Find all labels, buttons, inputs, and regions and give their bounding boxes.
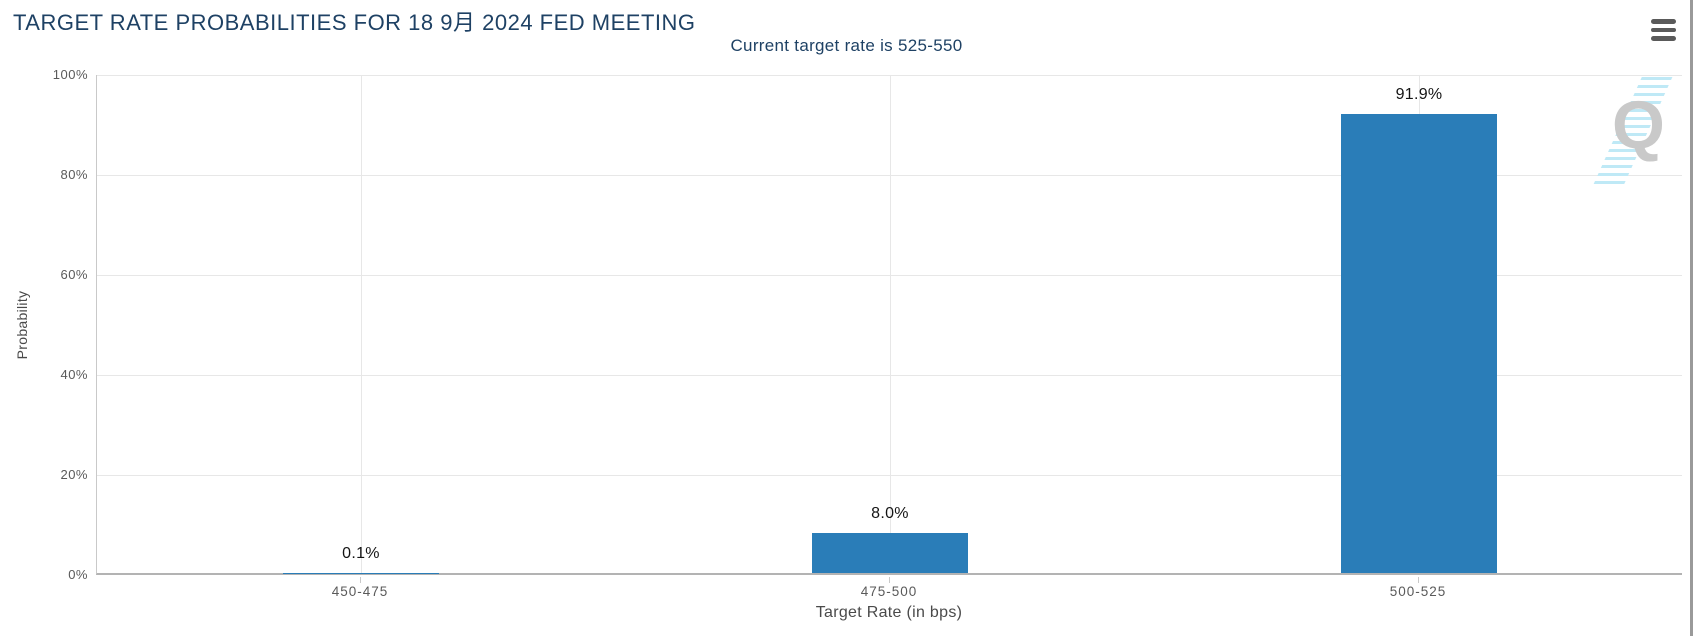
bar-475-500[interactable] [812, 533, 968, 573]
quikstrike-q-icon: Q [1612, 87, 1665, 163]
y-tick-label: 60% [60, 267, 88, 282]
bar-500-525[interactable] [1341, 113, 1497, 573]
y-tick-label: 0% [68, 567, 88, 582]
x-tick-mark [360, 577, 361, 583]
y-tick-label: 40% [60, 367, 88, 382]
x-tick-mark [889, 577, 890, 583]
y-gridline [97, 475, 1682, 476]
bar-value-label: 8.0% [871, 505, 909, 522]
bar-value-label: 0.1% [342, 544, 380, 562]
y-gridline [97, 275, 1682, 276]
x-tick-mark [1418, 577, 1419, 583]
y-gridline [97, 375, 1682, 376]
y-gridline [97, 75, 1682, 76]
bar-value-label: 91.9% [1395, 85, 1443, 103]
panel-right-border [1690, 0, 1693, 636]
x-tick-label: 475-500 [860, 584, 918, 599]
y-tick-label: 20% [60, 467, 88, 482]
plot-area: Q 0.1% 8.0% 91.9% [96, 75, 1682, 575]
chart-context-menu-button[interactable] [1646, 14, 1680, 46]
x-gridline [361, 75, 362, 573]
quikstrike-logo: Q [1586, 77, 1693, 262]
chart-subtitle: Current target rate is 525-550 [730, 36, 963, 55]
hamburger-menu-icon [1646, 19, 1680, 41]
y-tick-label: 100% [52, 67, 88, 82]
chart-title: TARGET RATE PROBABILITIES FOR 18 9月 2024… [13, 10, 696, 35]
y-axis-title: Probability [14, 290, 30, 360]
x-tick-label: 500-525 [1389, 584, 1447, 599]
x-tick-label: 450-475 [331, 584, 389, 599]
x-axis-title: Target Rate (in bps) [815, 604, 963, 621]
x-gridline [890, 75, 891, 573]
y-gridline [97, 175, 1682, 176]
bar-450-475[interactable] [283, 572, 439, 573]
y-tick-label: 80% [60, 167, 88, 182]
